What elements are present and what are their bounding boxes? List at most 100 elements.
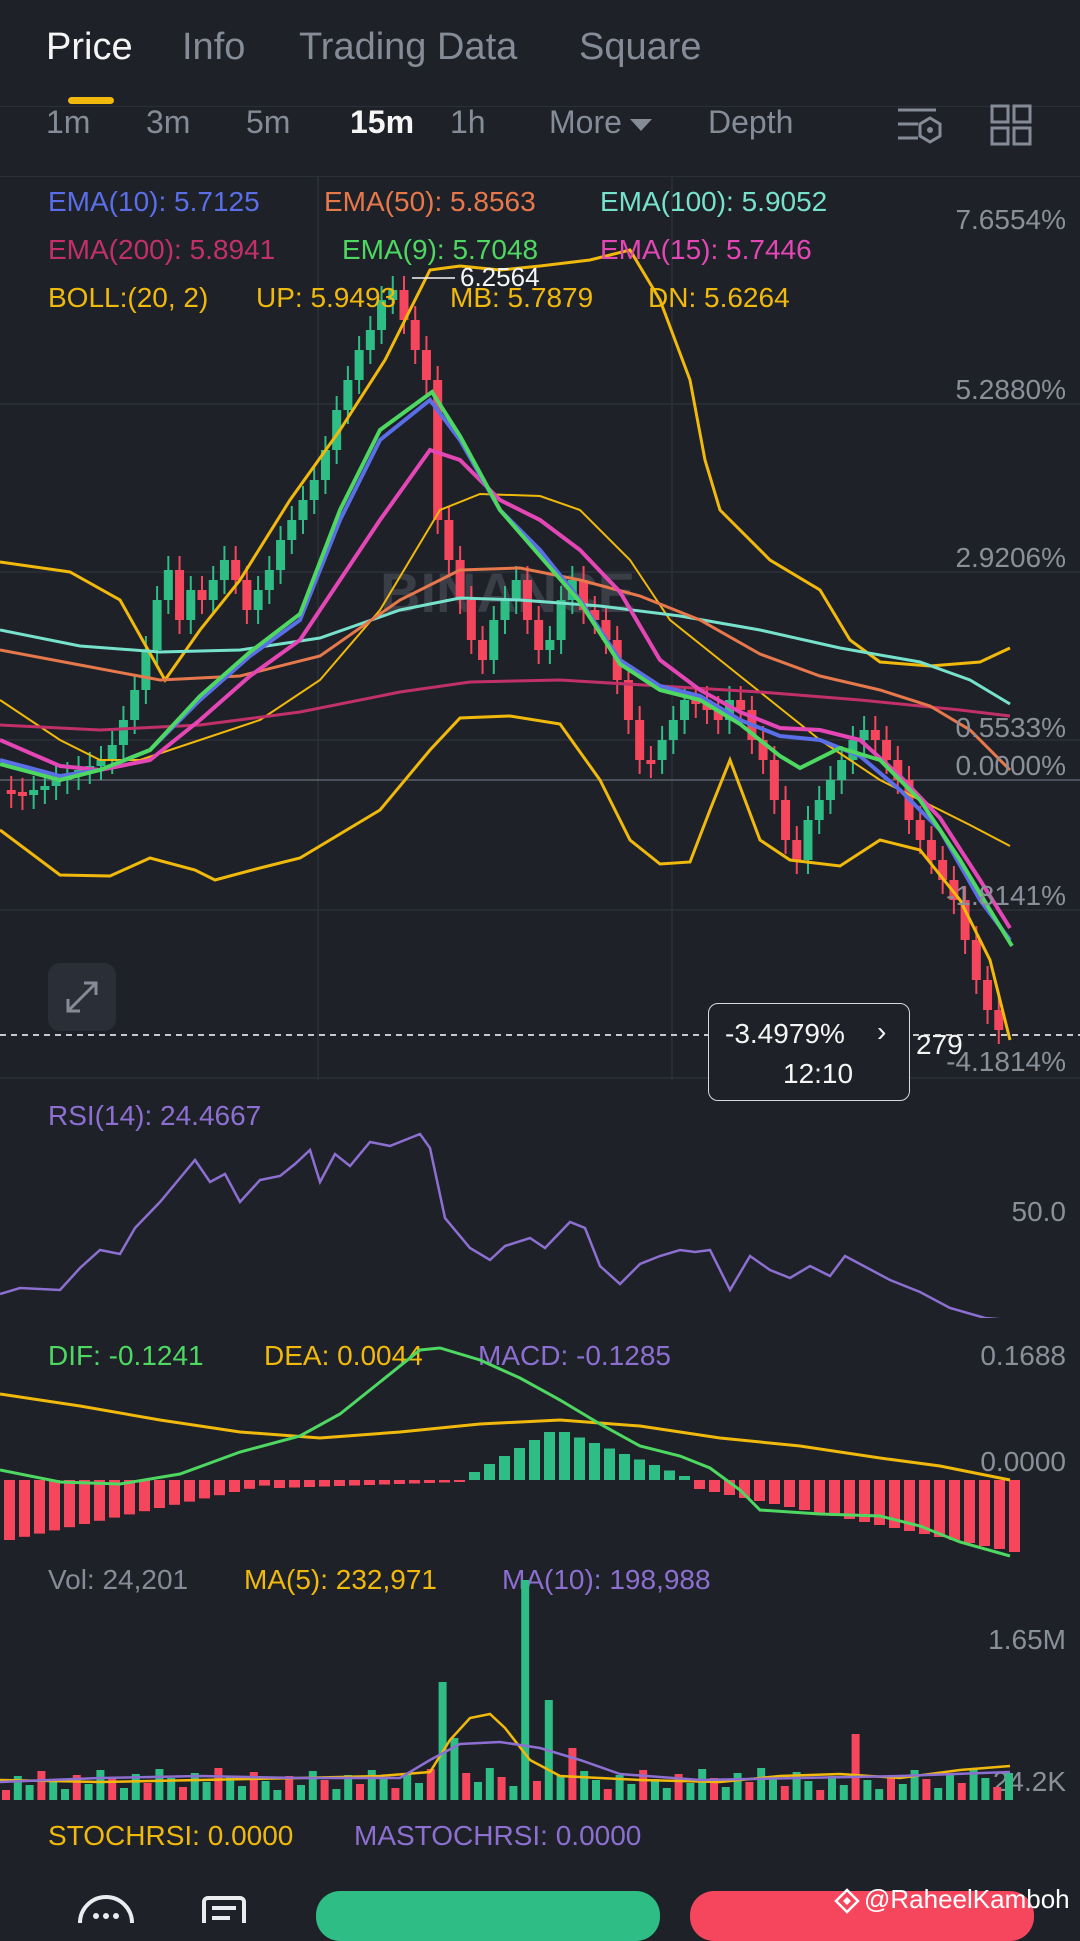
volume-bar	[898, 1784, 907, 1800]
volume-bar	[485, 1768, 494, 1800]
volume-bar	[120, 1788, 128, 1800]
interval-more[interactable]: More	[549, 104, 652, 141]
volume-bar	[969, 1769, 978, 1800]
volume-bar	[875, 1789, 884, 1800]
macd-bar	[529, 1440, 540, 1480]
macd-bar	[754, 1480, 765, 1501]
macd-bar	[124, 1480, 135, 1515]
volume-ma10-line	[0, 1740, 1011, 1784]
candle-body	[724, 700, 734, 720]
candle-body	[163, 570, 173, 600]
axis-label: 5.2880%	[955, 374, 1066, 405]
tooltip-percent: -3.4979%	[725, 1018, 845, 1049]
candle-body	[680, 700, 690, 720]
candle-body	[231, 560, 241, 580]
tab-trading-data[interactable]: Trading Data	[299, 26, 518, 68]
volume-bar	[143, 1783, 152, 1800]
macd-bar	[574, 1437, 585, 1480]
volume-bar	[202, 1782, 211, 1800]
layout-grid-icon[interactable]	[990, 104, 1032, 146]
fullscreen-button[interactable]	[48, 963, 116, 1031]
volume-bar	[356, 1784, 364, 1800]
volume-bar	[533, 1781, 541, 1800]
candle-body	[276, 540, 286, 570]
macd-bar	[799, 1480, 810, 1510]
candle-body	[926, 840, 936, 860]
candle-body	[377, 300, 387, 330]
candle-body	[455, 560, 465, 600]
volume-bar	[391, 1788, 400, 1800]
volume-ma10-legend: MA(10): 198,988	[502, 1564, 711, 1595]
macd-bar	[394, 1480, 405, 1484]
macd-bar	[184, 1480, 195, 1502]
candle-body	[657, 740, 667, 760]
macd-bar	[1009, 1480, 1020, 1552]
volume-bar	[981, 1778, 990, 1800]
volume-bar	[96, 1770, 105, 1800]
ema9-line	[0, 389, 1014, 948]
candle-body	[915, 820, 925, 840]
candle-body	[6, 790, 16, 794]
chat-icon[interactable]	[76, 1892, 136, 1923]
candle-body	[635, 720, 645, 760]
volume-bar	[474, 1782, 482, 1800]
candle-body	[399, 290, 409, 320]
macd-chart[interactable]	[0, 1320, 1080, 1560]
candle-body	[298, 500, 308, 520]
volume-bar	[450, 1738, 459, 1800]
crosshair-tooltip[interactable]: -3.4979% › 12:10	[708, 1003, 910, 1101]
candle-body	[365, 330, 375, 350]
volume-bar	[72, 1775, 81, 1800]
volume-bar	[61, 1789, 69, 1800]
price-chart[interactable]: BINANCE 6.2564 279	[0, 0, 1080, 1080]
axis-label: -1.8141%	[946, 880, 1066, 911]
macd-bar	[739, 1480, 750, 1498]
candle-body	[242, 580, 252, 610]
candle-body	[175, 570, 185, 620]
interval-1m[interactable]: 1m	[46, 104, 91, 140]
candle-body	[623, 680, 633, 720]
volume-bar	[521, 1580, 530, 1800]
interval-depth[interactable]: Depth	[708, 104, 794, 140]
volume-bar	[509, 1786, 518, 1800]
macd-bar	[334, 1480, 345, 1486]
boll-up-legend: UP: 5.9493	[256, 282, 397, 313]
candle-body	[152, 600, 162, 650]
candle-body	[186, 590, 196, 620]
macd-bar	[469, 1472, 480, 1480]
mastochrsi-legend: MASTOCHRSI: 0.0000	[354, 1820, 642, 1851]
candle-body	[309, 480, 319, 500]
last-price-label: 279	[916, 1029, 963, 1060]
candle-body	[29, 790, 39, 795]
volume-bar	[887, 1775, 895, 1800]
tab-price[interactable]: Price	[46, 26, 133, 68]
interval-3m[interactable]: 3m	[146, 104, 191, 140]
candle-body	[803, 820, 813, 860]
macd-dif-legend: DIF: -0.1241	[48, 1340, 204, 1371]
tab-info[interactable]: Info	[182, 26, 246, 68]
interval-1h[interactable]: 1h	[450, 104, 486, 140]
candle-body	[691, 700, 701, 704]
volume-bar	[13, 1776, 22, 1800]
interval-15m[interactable]: 15m	[350, 104, 415, 140]
chart-settings-icon[interactable]	[896, 104, 944, 148]
rsi-chart[interactable]	[0, 1078, 1080, 1318]
candle-body	[769, 760, 779, 800]
candle-body	[736, 700, 746, 710]
tab-square[interactable]: Square	[579, 26, 702, 68]
macd-bar	[499, 1456, 510, 1480]
candle-body	[141, 650, 151, 690]
volume-bar	[214, 1768, 223, 1800]
candle-body	[489, 620, 499, 660]
rsi-legend: RSI(14): 24.4667	[48, 1100, 262, 1131]
axis-label: 2.9206%	[955, 542, 1066, 573]
volume-bar	[497, 1777, 506, 1800]
ema200-line	[0, 678, 1011, 732]
candle-body	[118, 720, 128, 745]
macd-axis-top: 0.1688	[980, 1340, 1066, 1371]
buy-button[interactable]	[316, 1891, 660, 1941]
orders-icon[interactable]	[200, 1894, 248, 1923]
macd-bar	[964, 1480, 975, 1543]
volume-chart[interactable]	[0, 1560, 1080, 1800]
interval-5m[interactable]: 5m	[246, 104, 291, 140]
